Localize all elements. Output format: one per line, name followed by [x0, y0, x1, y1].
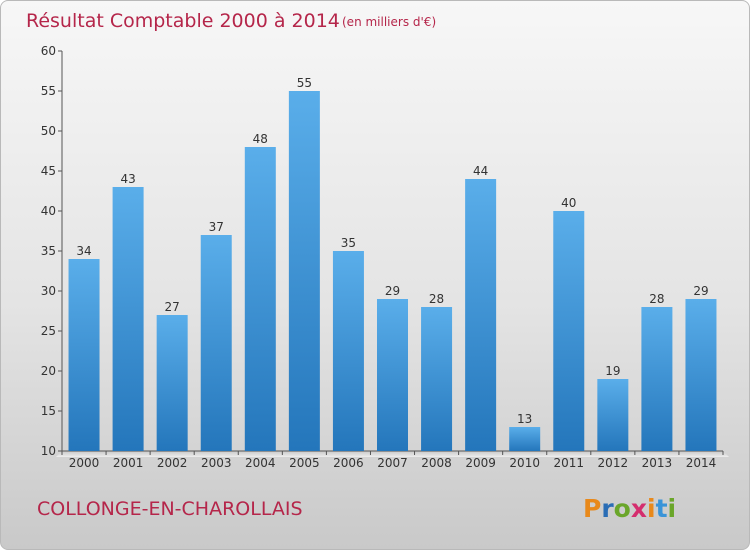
bar-value-label: 35: [341, 236, 356, 250]
bar: [509, 427, 541, 451]
bar-value-label: 28: [429, 292, 444, 306]
y-tick-label: 45: [41, 164, 56, 178]
bar-value-label: 48: [253, 132, 268, 146]
y-tick-label: 35: [41, 244, 56, 258]
x-tick-label: 2002: [157, 456, 188, 470]
chart-subtitle: (en milliers d'€): [342, 15, 436, 29]
bar: [553, 211, 585, 451]
commune-name: COLLONGE-EN-CHAROLLAIS: [37, 498, 303, 520]
logo-letter: i: [668, 494, 677, 523]
bar-value-label: 37: [209, 220, 224, 234]
logo-letter: i: [647, 494, 656, 523]
plot-area: 10 15 20 25 30 35 40 45 50 55 60 34 2000 43 2001 27 2002…: [41, 44, 729, 470]
proxiti-logo: Proxiti: [583, 494, 676, 523]
chart-title: Résultat Comptable 2000 à 2014: [26, 10, 340, 32]
x-tick-label: 2001: [113, 456, 144, 470]
x-tick-label: 2010: [509, 456, 540, 470]
bar-value-label: 44: [473, 164, 488, 178]
x-tick-label: 2000: [69, 456, 100, 470]
x-tick-label: 2008: [421, 456, 452, 470]
bar: [641, 307, 673, 451]
x-tick-label: 2004: [245, 456, 276, 470]
y-tick-label: 25: [41, 324, 56, 338]
bar: [465, 179, 497, 451]
bar-value-label: 28: [649, 292, 664, 306]
y-tick-label: 60: [41, 44, 56, 58]
y-tick-label: 15: [41, 404, 56, 418]
bar: [112, 187, 144, 451]
bar: [597, 379, 629, 451]
x-tick-label: 2006: [333, 456, 364, 470]
x-tick-label: 2009: [465, 456, 496, 470]
y-tick-label: 50: [41, 124, 56, 138]
bar-value-label: 27: [165, 300, 180, 314]
bar: [288, 91, 320, 451]
logo-letter: x: [631, 494, 647, 523]
y-tick-label: 10: [41, 444, 56, 458]
y-tick-label: 20: [41, 364, 56, 378]
bar-value-label: 19: [605, 364, 620, 378]
y-tick-label: 40: [41, 204, 56, 218]
bar-value-label: 29: [693, 284, 708, 298]
bar: [421, 307, 453, 451]
logo-letter: r: [601, 494, 614, 523]
x-tick-label: 2007: [377, 456, 408, 470]
bar: [332, 251, 364, 451]
x-tick-label: 2013: [642, 456, 673, 470]
x-tick-label: 2005: [289, 456, 320, 470]
x-tick-label: 2012: [598, 456, 629, 470]
bar-value-label: 40: [561, 196, 576, 210]
bar: [244, 147, 276, 451]
y-tick-label: 55: [41, 84, 56, 98]
bar-value-label: 13: [517, 412, 532, 426]
logo-letter: t: [656, 494, 668, 523]
bar: [200, 235, 232, 451]
bar: [156, 315, 188, 451]
bar-value-label: 34: [76, 244, 91, 258]
bar-value-label: 43: [120, 172, 135, 186]
bar: [685, 299, 717, 451]
logo-letter: P: [583, 494, 601, 523]
x-tick-label: 2003: [201, 456, 232, 470]
bar-value-label: 55: [297, 76, 312, 90]
logo-letter: o: [614, 494, 631, 523]
x-tick-label: 2014: [686, 456, 717, 470]
bar: [68, 259, 100, 451]
bar: [377, 299, 408, 451]
plot-floor: [56, 451, 729, 457]
y-tick-label: 30: [41, 284, 56, 298]
bar-value-label: 29: [385, 284, 400, 298]
x-tick-label: 2011: [553, 456, 584, 470]
